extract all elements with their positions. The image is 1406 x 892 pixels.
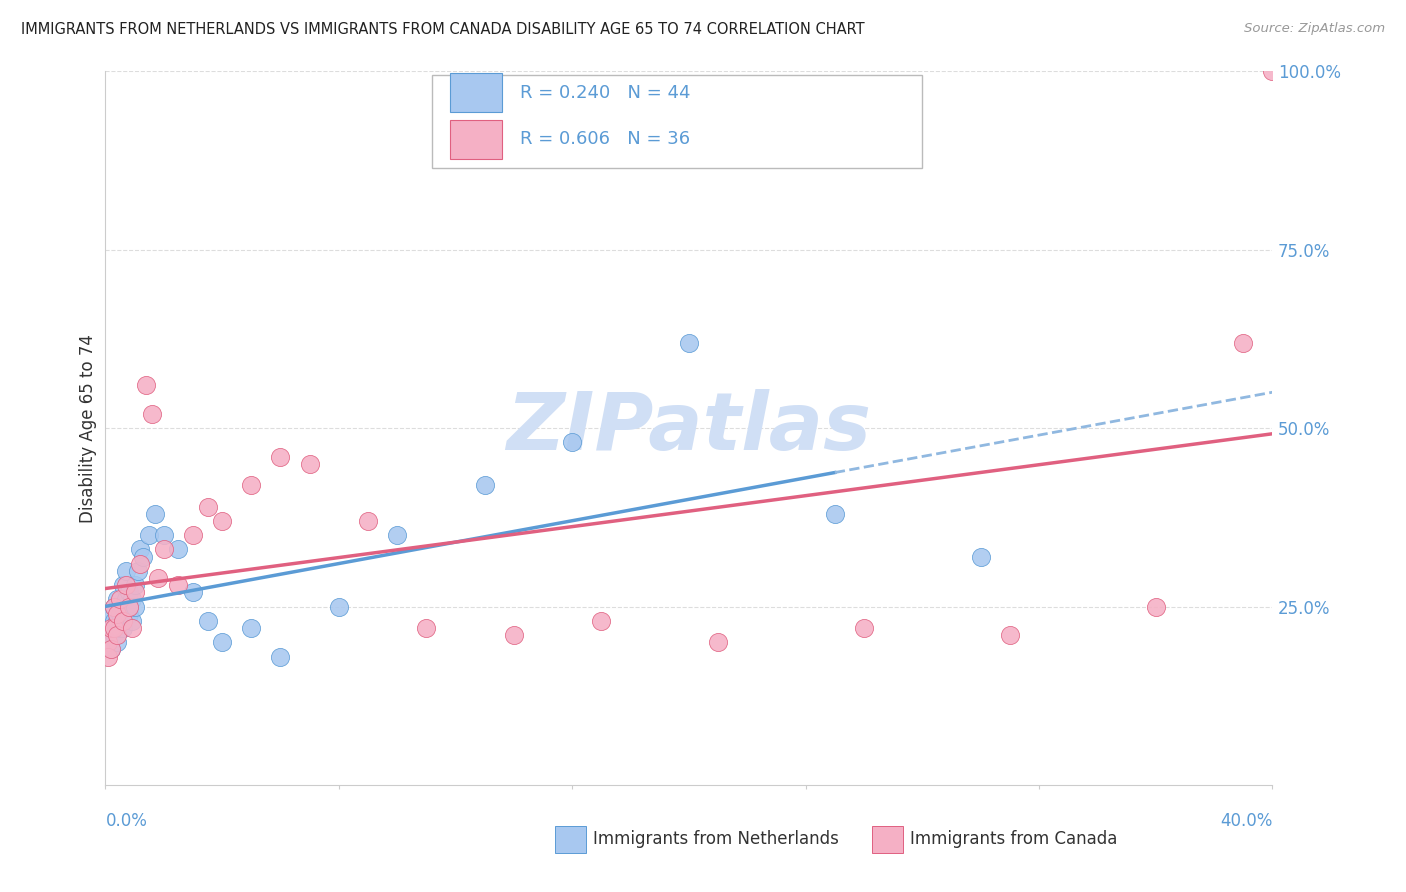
Point [591, 614, 613, 628]
Point [197, 500, 219, 514]
Point [115, 564, 138, 578]
Point [124, 599, 146, 614]
Point [167, 542, 190, 557]
Point [105, 607, 128, 621]
Text: R = 0.240   N = 44: R = 0.240 N = 44 [520, 84, 690, 102]
Point [100, 628, 122, 642]
Point [240, 478, 263, 492]
Point [111, 614, 134, 628]
Point [141, 407, 163, 421]
FancyBboxPatch shape [450, 120, 502, 159]
Point [1261, 64, 1284, 78]
Text: Immigrants from Canada: Immigrants from Canada [910, 830, 1116, 848]
Point [108, 607, 131, 621]
Point [103, 599, 125, 614]
Point [115, 592, 138, 607]
Point [124, 585, 146, 599]
Point [181, 528, 204, 542]
Point [124, 578, 146, 592]
Point [181, 585, 204, 599]
Point [298, 457, 321, 471]
Point [100, 621, 122, 635]
Point [103, 599, 125, 614]
Point [678, 335, 700, 350]
Point [111, 578, 134, 592]
Point [474, 478, 496, 492]
Point [211, 514, 233, 528]
Text: 0.0%: 0.0% [105, 812, 148, 830]
Point [121, 621, 143, 635]
Point [135, 378, 157, 392]
Point [100, 642, 122, 657]
Y-axis label: Disability Age 65 to 74: Disability Age 65 to 74 [79, 334, 97, 523]
Point [143, 507, 166, 521]
FancyBboxPatch shape [432, 75, 922, 168]
Text: R = 0.606   N = 36: R = 0.606 N = 36 [520, 130, 690, 148]
Point [121, 592, 143, 607]
Point [118, 607, 141, 621]
Point [100, 607, 122, 621]
Point [153, 528, 174, 542]
Point [97, 649, 120, 664]
Point [1144, 599, 1167, 614]
FancyBboxPatch shape [450, 73, 502, 112]
Text: 40.0%: 40.0% [1220, 812, 1272, 830]
Point [240, 621, 263, 635]
Point [108, 621, 131, 635]
Point [561, 435, 583, 450]
Point [852, 621, 875, 635]
Point [385, 528, 408, 542]
Point [167, 578, 190, 592]
Point [127, 564, 149, 578]
Text: ZIPatlas: ZIPatlas [506, 389, 872, 467]
Point [502, 628, 524, 642]
Point [105, 614, 128, 628]
Point [1232, 335, 1254, 350]
Point [153, 542, 174, 557]
Point [197, 614, 219, 628]
Point [100, 642, 122, 657]
Point [97, 635, 120, 649]
Point [105, 628, 128, 642]
Point [115, 578, 138, 592]
Point [105, 592, 128, 607]
Text: Immigrants from Netherlands: Immigrants from Netherlands [593, 830, 839, 848]
Point [97, 635, 120, 649]
Point [108, 599, 131, 614]
Point [357, 514, 380, 528]
Point [111, 599, 134, 614]
Text: IMMIGRANTS FROM NETHERLANDS VS IMMIGRANTS FROM CANADA DISABILITY AGE 65 TO 74 CO: IMMIGRANTS FROM NETHERLANDS VS IMMIGRANT… [21, 22, 865, 37]
Point [111, 621, 134, 635]
Point [138, 528, 160, 542]
Point [105, 635, 128, 649]
Point [998, 628, 1021, 642]
Point [415, 621, 437, 635]
Point [97, 621, 120, 635]
Point [103, 628, 125, 642]
Point [129, 557, 152, 571]
Point [328, 599, 350, 614]
Point [824, 507, 846, 521]
Text: Source: ZipAtlas.com: Source: ZipAtlas.com [1244, 22, 1385, 36]
Point [269, 450, 292, 464]
Point [211, 635, 233, 649]
Point [146, 571, 169, 585]
Point [108, 592, 131, 607]
Point [969, 549, 991, 564]
Point [121, 614, 143, 628]
Point [118, 585, 141, 599]
Point [707, 635, 730, 649]
Point [132, 549, 155, 564]
Bar [555, 826, 586, 853]
Bar [872, 826, 903, 853]
Point [269, 649, 292, 664]
Point [118, 599, 141, 614]
Point [103, 614, 125, 628]
Point [129, 542, 152, 557]
Point [103, 621, 125, 635]
